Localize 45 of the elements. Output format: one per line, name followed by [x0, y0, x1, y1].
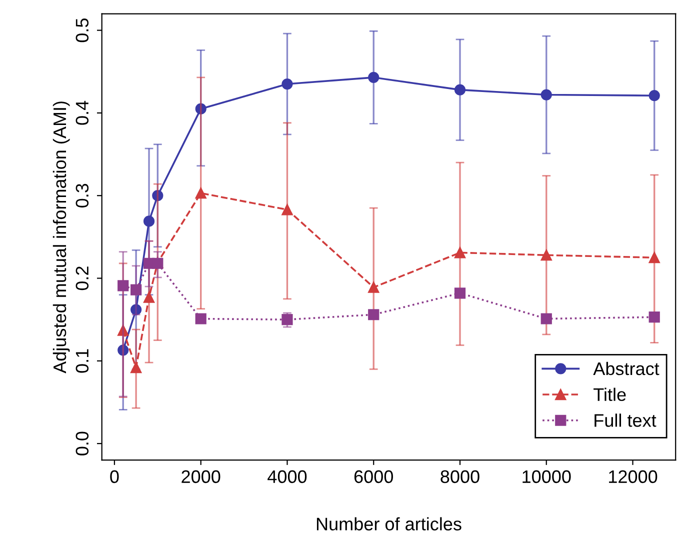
point: [540, 89, 552, 100]
point: [648, 252, 660, 264]
x-tick-label: 8000: [440, 470, 480, 484]
point: [368, 72, 380, 83]
point: [195, 188, 206, 199]
point: [130, 362, 142, 374]
x-tick-label: 10000: [522, 470, 571, 484]
legend-label: Full text: [594, 414, 656, 427]
point: [540, 313, 552, 324]
x-tick-label: 0: [110, 470, 119, 484]
y-tick-label: 0.5: [76, 18, 89, 42]
y-tick-label: 0.3: [76, 184, 89, 208]
y-tick-label: 0.0: [76, 432, 89, 456]
point: [195, 103, 206, 114]
point: [152, 190, 164, 202]
y-tick-label: 0.1: [76, 349, 89, 373]
point: [282, 78, 293, 90]
point: [282, 204, 293, 216]
x-tick-label: 4000: [268, 470, 307, 484]
point: [143, 216, 155, 227]
x-axis-title: Number of articles: [316, 517, 462, 530]
y-axis-title: Adjusted mutual information (AMI): [52, 102, 70, 374]
point: [540, 250, 552, 261]
legend-label: Title: [594, 388, 626, 402]
point: [118, 280, 129, 292]
point: [454, 288, 466, 299]
y-tick-label: 0.4: [76, 100, 89, 125]
point: [130, 284, 142, 296]
x-tick-label: 2000: [182, 470, 220, 484]
point: [282, 314, 293, 326]
x-tick-label: 12000: [609, 470, 658, 484]
point: [195, 313, 206, 324]
point: [118, 324, 129, 336]
point: [648, 90, 660, 102]
point: [368, 309, 380, 320]
point: [648, 312, 660, 323]
point: [368, 282, 380, 293]
point: [454, 84, 466, 96]
point: [143, 292, 155, 303]
point: [454, 247, 466, 258]
point: [130, 304, 142, 316]
y-tick-label: 0.2: [76, 266, 89, 290]
point: [118, 344, 129, 356]
legend-label: Abstract: [593, 362, 660, 376]
x-tick-label: 6000: [354, 470, 393, 484]
